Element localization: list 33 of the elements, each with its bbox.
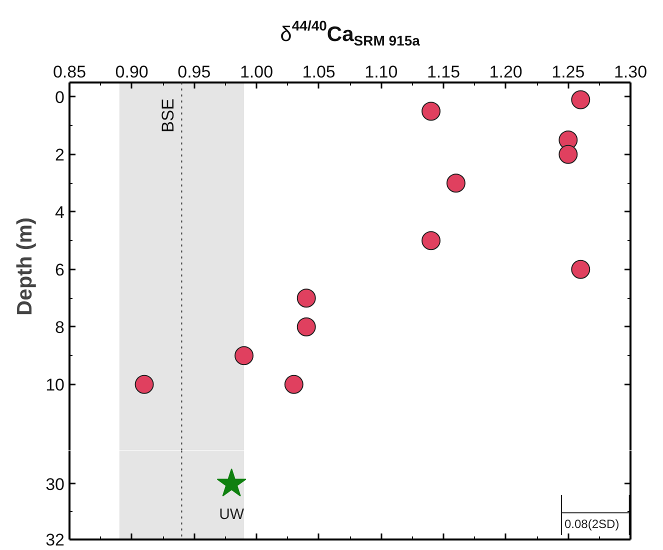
y-tick-label: 10 — [46, 375, 65, 394]
x-tick-label: 0.95 — [178, 62, 211, 82]
y-tick-label: 8 — [55, 318, 65, 337]
y-tick-label: 4 — [55, 202, 65, 222]
point — [446, 174, 466, 193]
y-tick-label: 32 — [46, 530, 65, 550]
y-axis-title: Depth (m) — [14, 217, 37, 316]
ref-line-label: BSE — [158, 98, 178, 132]
point — [558, 144, 578, 164]
point — [296, 288, 316, 308]
x-tick-label: 0.90 — [115, 62, 148, 82]
x-tick-label: 1.30 — [614, 62, 648, 82]
point — [234, 346, 254, 366]
x-tick-label: 1.10 — [364, 62, 398, 82]
point — [134, 374, 154, 394]
y-tick-label: 30 — [46, 474, 65, 494]
x-tick-label: 1.15 — [426, 62, 460, 82]
y-tick-label: 6 — [55, 260, 65, 280]
x-tick-label: 0.85 — [52, 62, 86, 82]
x-tick-label: 1.00 — [240, 62, 274, 82]
point — [296, 317, 316, 336]
x-tick-label: 1.20 — [489, 62, 522, 82]
y-tick-label: 0 — [55, 88, 65, 107]
point — [571, 90, 590, 110]
x-tick-label: 1.05 — [302, 62, 336, 82]
point — [284, 374, 304, 394]
series-label: UW — [219, 506, 245, 523]
point — [571, 260, 590, 279]
y-tick-label: 2 — [55, 145, 65, 164]
x-tick-label: 1.25 — [552, 62, 585, 82]
point — [422, 231, 441, 250]
point — [422, 102, 441, 121]
annotation: 0.08(2SD) — [564, 516, 620, 531]
